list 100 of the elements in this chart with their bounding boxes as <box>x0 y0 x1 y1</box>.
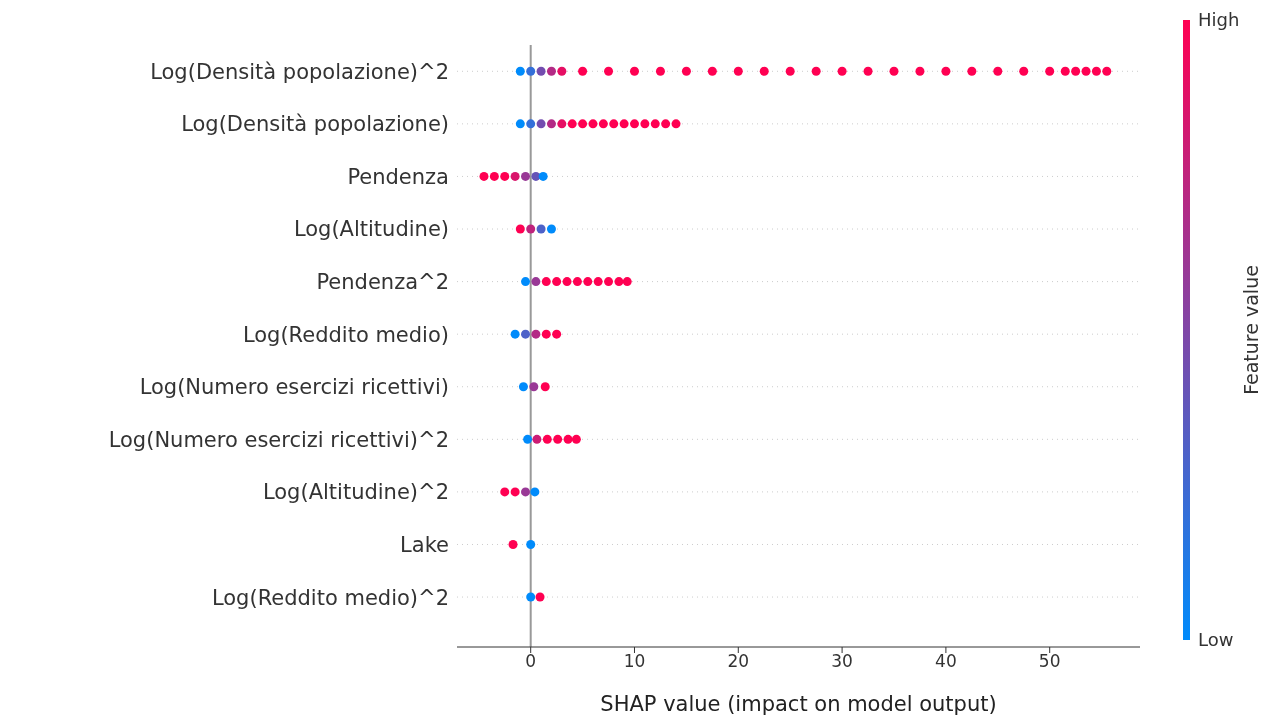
point <box>650 119 660 129</box>
point <box>546 119 556 129</box>
point <box>889 66 899 76</box>
point <box>707 66 717 76</box>
point <box>518 382 528 392</box>
point <box>521 329 531 339</box>
point <box>967 66 977 76</box>
point <box>526 66 536 76</box>
y-tick-label: Log(Densità popolazione) <box>181 112 449 137</box>
point <box>588 119 598 129</box>
point <box>733 66 743 76</box>
point <box>542 434 552 444</box>
point <box>655 66 665 76</box>
point <box>640 119 650 129</box>
point <box>531 329 541 339</box>
point <box>526 224 536 234</box>
x-tick-label: 0 <box>525 651 537 672</box>
point <box>552 277 562 287</box>
point <box>993 66 1003 76</box>
y-tick-label: Log(Densità popolazione)^2 <box>150 59 449 84</box>
point <box>521 277 531 287</box>
point <box>557 119 567 129</box>
x-tick-label: 10 <box>623 651 646 672</box>
point <box>583 277 593 287</box>
x-tick-label: 30 <box>831 651 853 672</box>
point <box>1102 66 1112 76</box>
point <box>526 119 536 129</box>
point <box>523 434 533 444</box>
y-tick-label: Log(Altitudine) <box>293 217 449 242</box>
point <box>536 66 546 76</box>
color-bar-title: Feature value <box>1240 265 1262 395</box>
point <box>553 434 563 444</box>
y-tick-label: Log(Altitudine)^2 <box>262 480 449 505</box>
point <box>500 171 510 181</box>
point <box>598 119 608 129</box>
point <box>552 329 562 339</box>
color-bar-label: Low <box>1198 629 1234 651</box>
point <box>567 119 577 129</box>
point <box>785 66 795 76</box>
point <box>536 224 546 234</box>
x-tick-label: 40 <box>935 651 957 672</box>
y-tick-label: Log(Numero esercizi ricettivi) <box>139 375 449 400</box>
point <box>526 592 536 602</box>
point <box>630 119 639 129</box>
point <box>557 66 567 76</box>
point <box>562 277 572 287</box>
point <box>614 277 624 287</box>
point <box>536 119 546 129</box>
point <box>571 434 581 444</box>
point <box>515 66 525 76</box>
point <box>1019 66 1029 76</box>
point <box>1060 66 1070 76</box>
point <box>661 119 671 129</box>
point <box>604 66 614 76</box>
point <box>578 66 588 76</box>
point <box>630 66 639 76</box>
y-tick-label: Log(Numero esercizi ricettivi)^2 <box>108 427 449 452</box>
point <box>593 277 603 287</box>
point <box>941 66 951 76</box>
point <box>622 277 632 287</box>
point <box>1071 66 1081 76</box>
point <box>529 382 539 392</box>
point <box>563 434 573 444</box>
point <box>604 277 614 287</box>
color-bar-label: High <box>1198 9 1240 31</box>
point <box>510 329 520 339</box>
point <box>759 66 769 76</box>
point <box>837 66 847 76</box>
x-axis-title: SHAP value (impact on model output) <box>600 692 997 715</box>
point <box>521 487 531 497</box>
y-tick-label: Lake <box>400 532 449 557</box>
point <box>521 171 531 181</box>
point <box>546 66 556 76</box>
point <box>863 66 873 76</box>
y-tick-label: Pendenza <box>347 164 449 189</box>
point <box>1081 66 1091 76</box>
point <box>510 487 520 497</box>
point <box>609 119 619 129</box>
point <box>532 434 542 444</box>
point <box>1091 66 1101 76</box>
point <box>489 171 499 181</box>
point <box>510 171 520 181</box>
point <box>681 66 691 76</box>
point <box>671 119 681 129</box>
y-tick-label: Pendenza^2 <box>316 270 449 295</box>
point <box>811 66 821 76</box>
point <box>619 119 629 129</box>
point <box>915 66 925 76</box>
x-tick-label: 20 <box>727 651 750 672</box>
point <box>515 119 525 129</box>
point <box>572 277 582 287</box>
point <box>578 119 588 129</box>
point <box>1045 66 1055 76</box>
point <box>531 277 541 287</box>
y-tick-label: Log(Reddito medio)^2 <box>211 585 449 610</box>
y-tick-label: Log(Reddito medio) <box>242 322 449 347</box>
point <box>540 382 550 392</box>
x-tick-label: 50 <box>1038 651 1061 672</box>
point <box>535 592 545 602</box>
point <box>541 329 551 339</box>
